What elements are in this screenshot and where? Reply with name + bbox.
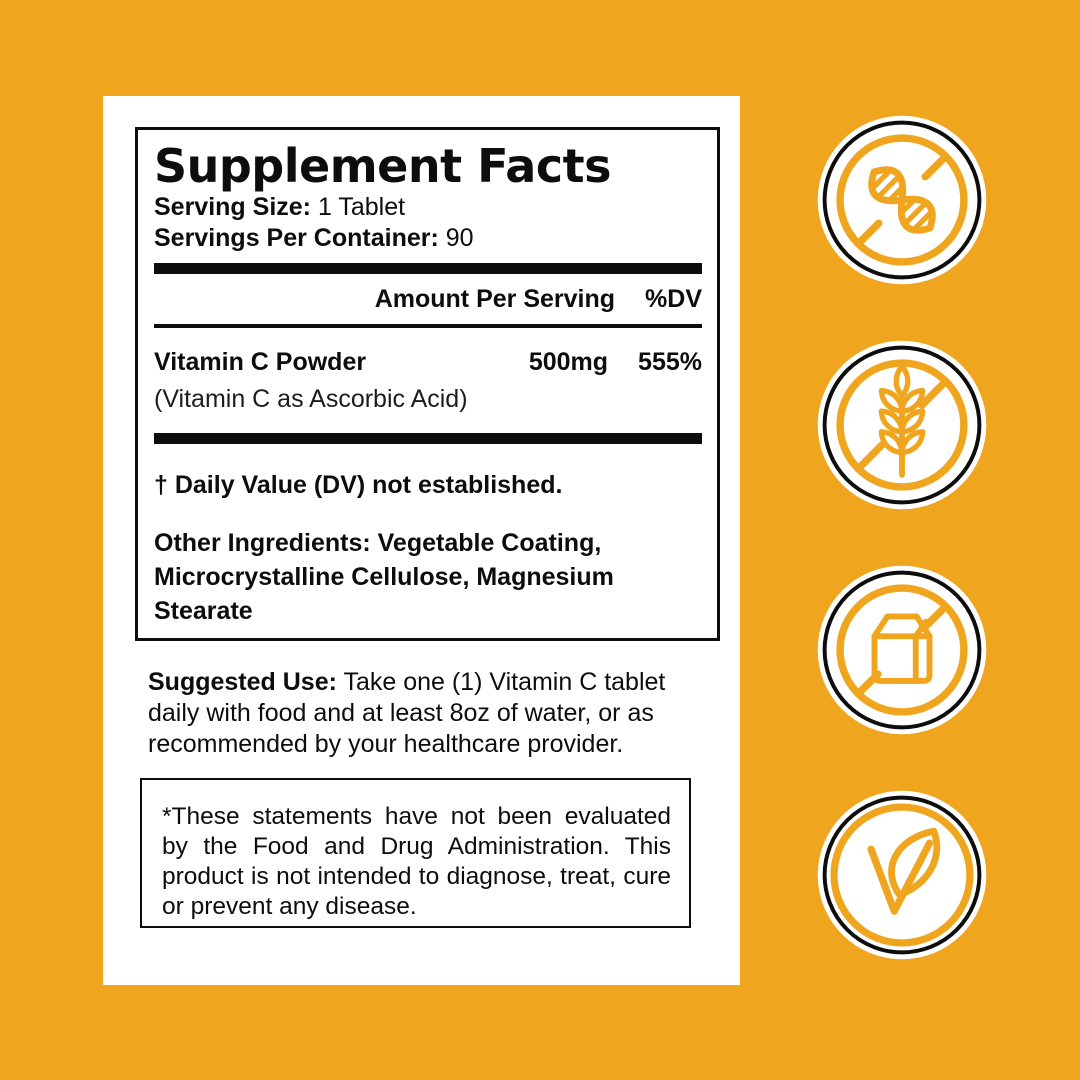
serving-size-value: 1 Tablet	[317, 192, 406, 221]
serving-size-line: Serving Size: 1 Tablet	[154, 192, 702, 223]
badge-column	[816, 114, 988, 961]
dairy-free-badge	[816, 564, 988, 736]
nutrient-name: Vitamin C Powder	[154, 347, 367, 376]
dv-header: %DV	[645, 284, 702, 313]
suggested-use: Suggested Use: Take one (1) Vitamin C ta…	[148, 667, 710, 760]
fda-disclaimer-box: *These statements have not been evaluate…	[140, 778, 691, 928]
other-ingredients: Other Ingredients: Vegetable Coating, Mi…	[154, 526, 702, 628]
milk-carton-crossed-icon	[817, 565, 987, 735]
other-ingredients-value: Vegetable Coating, Microcrystalline Cell…	[154, 528, 614, 625]
suggested-use-text: Take one (1) Vitamin C tablet daily with…	[148, 668, 666, 758]
supplement-facts-box: Supplement Facts Serving Size: 1 Tablet …	[135, 127, 720, 641]
nutrient-row: Vitamin C Powder 500mg 555%	[154, 348, 702, 377]
vegan-badge	[816, 789, 988, 961]
nutrient-dv: 555%	[638, 347, 702, 376]
divider-rule-thin	[154, 323, 702, 328]
servings-per-container-value: 90	[445, 223, 474, 252]
dna-crossed-icon	[817, 115, 987, 285]
amount-per-serving-header: Amount Per Serving	[374, 284, 616, 313]
nutrient-amount: 500mg	[528, 347, 609, 376]
other-ingredients-label: Other Ingredients:	[154, 528, 371, 557]
fda-disclaimer-text: *These statements have not been evaluate…	[162, 803, 671, 920]
nutrient-sub-name: (Vitamin C as Ascorbic Acid)	[154, 384, 468, 413]
non-gmo-badge	[816, 114, 988, 286]
label-panel: Supplement Facts Serving Size: 1 Tablet …	[103, 96, 740, 985]
divider-bar-top	[154, 262, 702, 274]
divider-bar-bottom	[154, 432, 702, 444]
servings-per-container-label: Servings Per Container:	[154, 223, 439, 252]
gluten-free-badge	[816, 339, 988, 511]
leaf-v-icon	[817, 790, 987, 960]
facts-title: Supplement Facts	[154, 139, 612, 193]
wheat-crossed-icon	[817, 340, 987, 510]
servings-per-container-line: Servings Per Container: 90	[154, 223, 702, 254]
dv-footnote: † Daily Value (DV) not established.	[154, 470, 563, 499]
suggested-use-label: Suggested Use:	[148, 668, 337, 696]
column-header-row: Amount Per Serving %DV	[154, 274, 702, 324]
serving-size-label: Serving Size:	[154, 192, 311, 221]
